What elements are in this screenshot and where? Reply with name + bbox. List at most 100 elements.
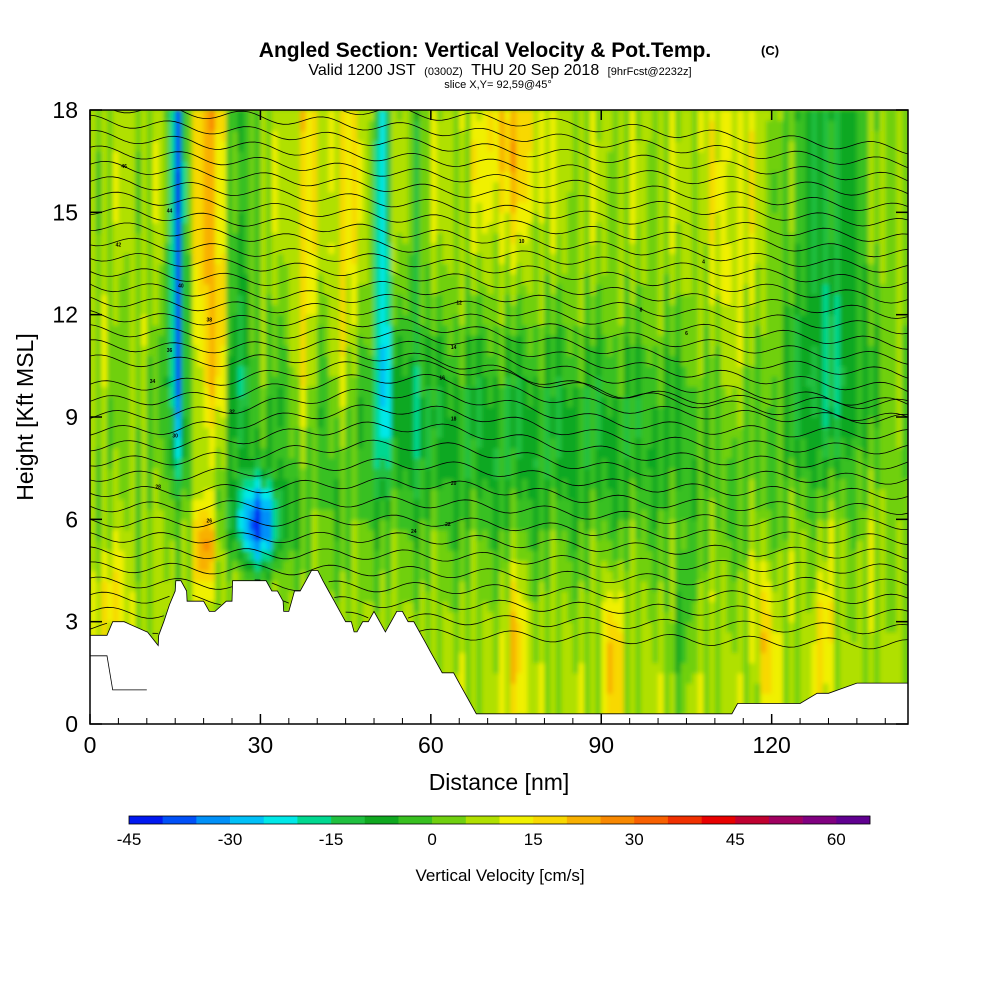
- velocity-cell: [266, 447, 273, 459]
- velocity-cell: [180, 386, 188, 398]
- velocity-cell: [362, 324, 369, 336]
- velocity-cell: [271, 324, 279, 336]
- velocity-cell: [487, 601, 494, 613]
- velocity-cell: [538, 150, 546, 162]
- velocity-cell: [152, 386, 159, 398]
- velocity-cell: [294, 550, 301, 561]
- velocity-cell: [152, 631, 159, 643]
- velocity-cell: [334, 161, 341, 172]
- velocity-cell: [254, 120, 262, 132]
- velocity-cell: [345, 150, 352, 162]
- velocity-cell: [504, 355, 511, 367]
- velocity-cell: [129, 110, 137, 121]
- velocity-cell: [464, 601, 472, 613]
- velocity-cell: [266, 550, 273, 561]
- velocity-cell: [322, 529, 330, 541]
- velocity-cell: [499, 324, 506, 336]
- velocity-cell: [146, 120, 154, 132]
- velocity-cell: [385, 181, 392, 193]
- velocity-cell: [209, 355, 216, 367]
- velocity-cell: [129, 283, 137, 295]
- velocity-cell: [283, 498, 290, 510]
- velocity-cell: [146, 437, 154, 449]
- velocity-cell: [516, 519, 523, 531]
- velocity-cell: [192, 304, 199, 316]
- velocity-cell: [129, 386, 137, 398]
- velocity-cell: [413, 570, 421, 582]
- velocity-cell: [527, 662, 534, 674]
- velocity-cell: [510, 396, 517, 408]
- velocity-cell: [470, 570, 477, 582]
- velocity-cell: [334, 417, 341, 428]
- velocity-cell: [209, 150, 216, 162]
- velocity-cell: [260, 345, 267, 357]
- velocity-cell: [175, 222, 182, 234]
- velocity-cell: [305, 345, 313, 357]
- velocity-cell: [214, 406, 222, 418]
- velocity-cell: [163, 580, 171, 592]
- velocity-cell: [521, 294, 528, 306]
- velocity-cell: [135, 335, 142, 346]
- velocity-cell: [459, 140, 466, 152]
- velocity-cell: [413, 222, 421, 234]
- velocity-cell: [317, 560, 324, 572]
- velocity-cell: [453, 335, 460, 346]
- velocity-cell: [101, 406, 108, 418]
- velocity-cell: [152, 601, 159, 613]
- velocity-cell: [425, 509, 432, 520]
- velocity-cell: [146, 457, 154, 469]
- velocity-cell: [169, 202, 176, 213]
- velocity-cell: [328, 243, 335, 254]
- velocity-cell: [288, 355, 296, 367]
- velocity-cell: [550, 314, 557, 326]
- velocity-cell: [419, 611, 426, 623]
- velocity-cell: [129, 570, 137, 582]
- velocity-cell: [493, 621, 500, 633]
- velocity-cell: [481, 130, 489, 142]
- velocity-cell: [232, 447, 239, 459]
- velocity-cell: [254, 222, 262, 234]
- velocity-cell: [504, 693, 511, 705]
- velocity-cell: [447, 468, 455, 479]
- velocity-cell: [152, 171, 159, 183]
- velocity-cell: [249, 140, 256, 152]
- velocity-cell: [538, 130, 546, 142]
- velocity-cell: [464, 468, 472, 479]
- velocity-cell: [243, 406, 250, 418]
- velocity-cell: [209, 283, 216, 295]
- velocity-cell: [277, 550, 284, 561]
- velocity-cell: [550, 232, 557, 244]
- velocity-cell: [163, 406, 171, 418]
- velocity-cell: [476, 519, 483, 531]
- velocity-cell: [112, 580, 119, 592]
- velocity-cell: [391, 110, 398, 121]
- velocity-cell: [186, 324, 193, 336]
- velocity-cell: [334, 509, 341, 520]
- velocity-cell: [442, 560, 449, 572]
- velocity-cell: [459, 406, 466, 418]
- velocity-cell: [322, 273, 330, 285]
- velocity-cell: [192, 406, 199, 418]
- velocity-cell: [476, 662, 483, 674]
- velocity-cell: [237, 488, 244, 500]
- velocity-cell: [379, 539, 386, 551]
- velocity-cell: [124, 232, 131, 244]
- velocity-cell: [481, 324, 489, 336]
- velocity-cell: [146, 468, 154, 479]
- velocity-cell: [339, 202, 347, 213]
- velocity-cell: [266, 335, 273, 346]
- velocity-cell: [550, 202, 557, 213]
- velocity-cell: [339, 406, 347, 418]
- velocity-cell: [521, 550, 528, 561]
- velocity-cell: [192, 396, 199, 408]
- velocity-cell: [112, 294, 119, 306]
- velocity-cell: [487, 304, 494, 316]
- velocity-cell: [220, 457, 227, 469]
- velocity-cell: [493, 703, 500, 715]
- velocity-cell: [385, 539, 392, 551]
- velocity-cell: [351, 386, 358, 398]
- velocity-cell: [527, 437, 534, 449]
- velocity-cell: [430, 171, 438, 183]
- velocity-cell: [436, 539, 443, 551]
- velocity-cell: [322, 417, 330, 428]
